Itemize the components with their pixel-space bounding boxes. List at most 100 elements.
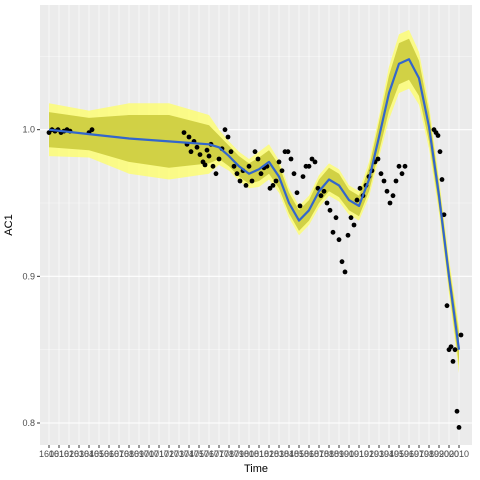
data-point — [186, 134, 192, 140]
data-point — [276, 159, 282, 165]
data-point — [243, 183, 249, 188]
data-point — [351, 222, 357, 228]
data-point — [336, 237, 342, 243]
x-tick-label: 1640 — [79, 449, 99, 459]
x-axis: 1600161016201630164016501660167016801690… — [39, 445, 469, 459]
data-point — [194, 144, 200, 150]
data-point — [222, 127, 228, 133]
data-point — [354, 197, 360, 203]
data-point — [237, 178, 243, 184]
data-point — [255, 156, 261, 162]
x-tick-label: 1940 — [379, 449, 399, 459]
data-point — [267, 185, 273, 191]
data-point — [339, 259, 345, 265]
x-tick-label: 1970 — [409, 449, 429, 459]
data-point — [390, 193, 396, 199]
data-point — [452, 347, 458, 353]
data-point — [234, 171, 240, 177]
y-tick-label: 0.8 — [22, 418, 35, 428]
data-point — [309, 156, 315, 162]
y-axis-title: AC1 — [3, 214, 15, 235]
data-point — [291, 171, 297, 177]
x-tick-label: 1870 — [309, 449, 329, 459]
data-point — [348, 215, 354, 221]
data-point — [458, 332, 464, 338]
x-tick-label: 1880 — [319, 449, 339, 459]
smooth-line — [48, 58, 461, 350]
x-tick-label: 1780 — [219, 449, 239, 459]
x-tick-label: 1650 — [89, 449, 109, 459]
data-point — [188, 149, 194, 155]
data-point — [399, 171, 405, 177]
data-point — [210, 163, 216, 169]
x-tick-label: 1980 — [419, 449, 439, 459]
data-point — [285, 149, 291, 155]
x-tick-label: 1720 — [159, 449, 179, 459]
x-tick-label: 1810 — [249, 449, 269, 459]
x-tick-label: 1840 — [279, 449, 299, 459]
data-point — [387, 200, 393, 206]
x-tick-label: 1730 — [169, 449, 189, 459]
data-point — [402, 163, 408, 169]
data-point — [318, 193, 324, 199]
data-point — [357, 185, 363, 191]
data-point — [216, 156, 222, 162]
data-point — [441, 212, 447, 218]
x-tick-label: 2000 — [439, 449, 459, 459]
data-point — [273, 178, 279, 184]
data-point — [342, 269, 348, 275]
data-point — [213, 171, 219, 177]
x-tick-label: 1680 — [119, 449, 139, 459]
x-tick-label: 1740 — [179, 449, 199, 459]
data-point — [252, 149, 258, 155]
data-point — [270, 183, 276, 188]
x-axis-title: Time — [244, 463, 268, 475]
data-point — [288, 156, 294, 162]
x-tick-label: 1930 — [369, 449, 389, 459]
data-point — [378, 171, 384, 177]
x-tick-label: 1990 — [429, 449, 449, 459]
y-tick-label: 1.0 — [22, 125, 35, 135]
data-point — [456, 425, 462, 430]
x-tick-label: 1800 — [239, 449, 259, 459]
x-tick-label: 1600 — [39, 449, 59, 459]
x-tick-label: 1610 — [49, 449, 69, 459]
data-point — [297, 203, 303, 209]
confidence-bands — [49, 29, 459, 374]
data-point — [181, 130, 187, 136]
data-point — [437, 149, 443, 155]
x-tick-label: 1860 — [299, 449, 319, 459]
data-point — [206, 153, 212, 159]
x-tick-label: 1710 — [149, 449, 169, 459]
data-point — [327, 207, 333, 213]
data-point — [454, 408, 460, 414]
data-point — [330, 229, 336, 235]
x-tick-label: 1700 — [139, 449, 159, 459]
data-point — [396, 163, 402, 169]
data-point — [384, 188, 390, 194]
data-point — [439, 177, 445, 182]
x-tick-label: 1670 — [109, 449, 129, 459]
x-tick-label: 1660 — [99, 449, 119, 459]
data-point — [246, 163, 252, 169]
x-tick-label: 1950 — [389, 449, 409, 459]
data-point — [312, 159, 318, 165]
data-point — [450, 359, 456, 364]
data-point — [321, 188, 327, 194]
x-tick-label: 1790 — [229, 449, 249, 459]
data-point — [228, 149, 234, 155]
data-point — [300, 174, 306, 180]
data-point — [393, 178, 399, 184]
x-tick-label: 1820 — [259, 449, 279, 459]
data-point — [279, 168, 285, 174]
x-tick-label: 1910 — [349, 449, 369, 459]
y-axis: 0.8 0.9 1.0 — [22, 125, 40, 428]
data-point — [231, 163, 237, 169]
data-point — [333, 215, 339, 221]
data-point — [197, 152, 203, 158]
x-tick-label: 2010 — [449, 449, 469, 459]
data-point — [435, 133, 441, 138]
data-point — [381, 178, 387, 184]
x-tick-label: 1890 — [329, 449, 349, 459]
